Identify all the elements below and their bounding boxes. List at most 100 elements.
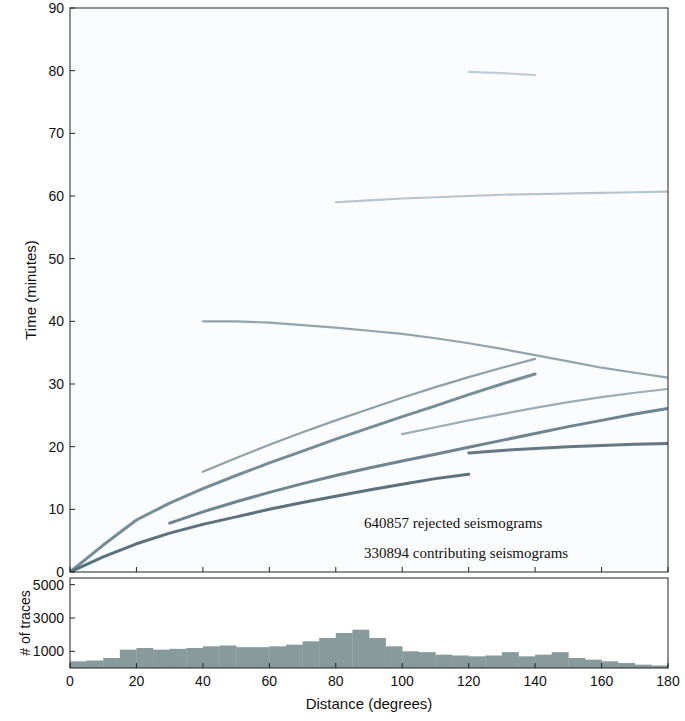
y-tick [70,133,75,134]
histogram-bar [136,648,153,668]
histogram-bar [319,638,336,668]
histogram-bar [519,656,536,668]
x-tick-label: 180 [656,673,680,689]
travel-time-curve [70,374,535,572]
x-tick [269,663,270,668]
x-tick-label: 160 [590,673,614,689]
x-tick [70,567,71,572]
x-tick [668,663,669,668]
bars [70,630,668,668]
y-tick-label: 5000 [33,577,64,593]
x-tick-label: 140 [523,673,547,689]
histogram-bar [103,658,120,668]
x-tick [202,567,203,572]
figure: 0 10 20 30 40 50 60 70 80 90 Time (minutes) 640857 … [0,0,685,721]
y-tick [70,8,75,9]
x-tick [402,663,403,668]
histogram-bar [386,646,403,668]
histogram-bar [253,647,270,668]
y-tick-label: 70 [48,125,64,141]
y-tick [70,384,75,385]
x-tick-label: 0 [66,673,74,689]
y-tick [70,446,75,447]
histogram-bar [352,630,369,668]
travel-time-curve [336,192,668,203]
histogram-bar [602,661,619,668]
y-axis-title: Time (minutes) [22,240,39,339]
x-tick [535,663,536,668]
histogram-bar [485,656,502,669]
histogram-bar [269,646,286,668]
histogram-bar [452,656,469,669]
x-tick [202,663,203,668]
y-tick-label: 30 [48,376,64,392]
x-tick [70,663,71,668]
x-tick-label: 120 [457,673,481,689]
histogram-bar [220,646,237,669]
histogram-bar [303,641,320,668]
x-tick [601,567,602,572]
histogram-bar [120,650,137,668]
y-axis-title: # of traces [17,590,33,655]
histogram-bar [568,658,585,668]
curves [70,72,668,572]
y-tick-label: 60 [48,188,64,204]
histogram-bar [236,647,253,668]
x-tick-label: 80 [328,673,344,689]
x-tick [269,567,270,572]
histogram-bar [336,633,353,668]
annotation: 330894 contributing seismograms [364,545,568,561]
y-tick [70,584,75,585]
y-tick-label: 20 [48,439,64,455]
histogram-bar [203,646,220,668]
histogram-bar [469,656,486,668]
plot-frame [70,578,668,668]
x-tick [601,663,602,668]
y-tick [70,572,75,573]
y-tick [70,258,75,259]
x-tick [335,663,336,668]
histogram-bar [419,652,436,668]
travel-time-curve [402,389,668,434]
travel-time-curve [203,321,668,377]
histogram-bar [535,655,552,668]
y-tick [70,321,75,322]
x-tick [402,567,403,572]
x-tick [335,567,336,572]
y-tick [70,196,75,197]
histogram-bar [87,661,104,669]
histogram-bar [585,660,602,668]
x-tick [535,567,536,572]
y-tick-label: 1000 [33,643,64,659]
histogram-bar [552,652,569,668]
histogram-bar [502,652,519,668]
annotation: 640857 rejected seismograms [364,515,542,531]
y-tick-label: 3000 [33,610,64,626]
histogram-bar [153,650,170,668]
y-tick [70,509,75,510]
plot-background [70,8,668,572]
x-tick [136,663,137,668]
histogram-bar [369,638,386,668]
x-tick-label: 20 [129,673,145,689]
histogram-bar [70,661,87,668]
y-tick-label: 80 [48,63,64,79]
y-tick [70,651,75,652]
travel-time-curve [469,444,668,453]
plot-frame [70,8,668,572]
x-tick-label: 100 [391,673,415,689]
y-tick-label: 10 [48,501,64,517]
y-tick-label: 50 [48,251,64,267]
x-tick [136,567,137,572]
travel-time-curve [170,408,668,523]
x-tick-label: 40 [195,673,211,689]
histogram-bar [170,649,187,668]
travel-time-curve [203,359,535,472]
y-tick-label: 40 [48,313,64,329]
histogram-bar [286,645,303,668]
x-tick-label: 60 [262,673,278,689]
histogram-bar [186,648,203,668]
x-tick [668,567,669,572]
x-tick [468,567,469,572]
y-tick-label: 90 [48,0,64,16]
